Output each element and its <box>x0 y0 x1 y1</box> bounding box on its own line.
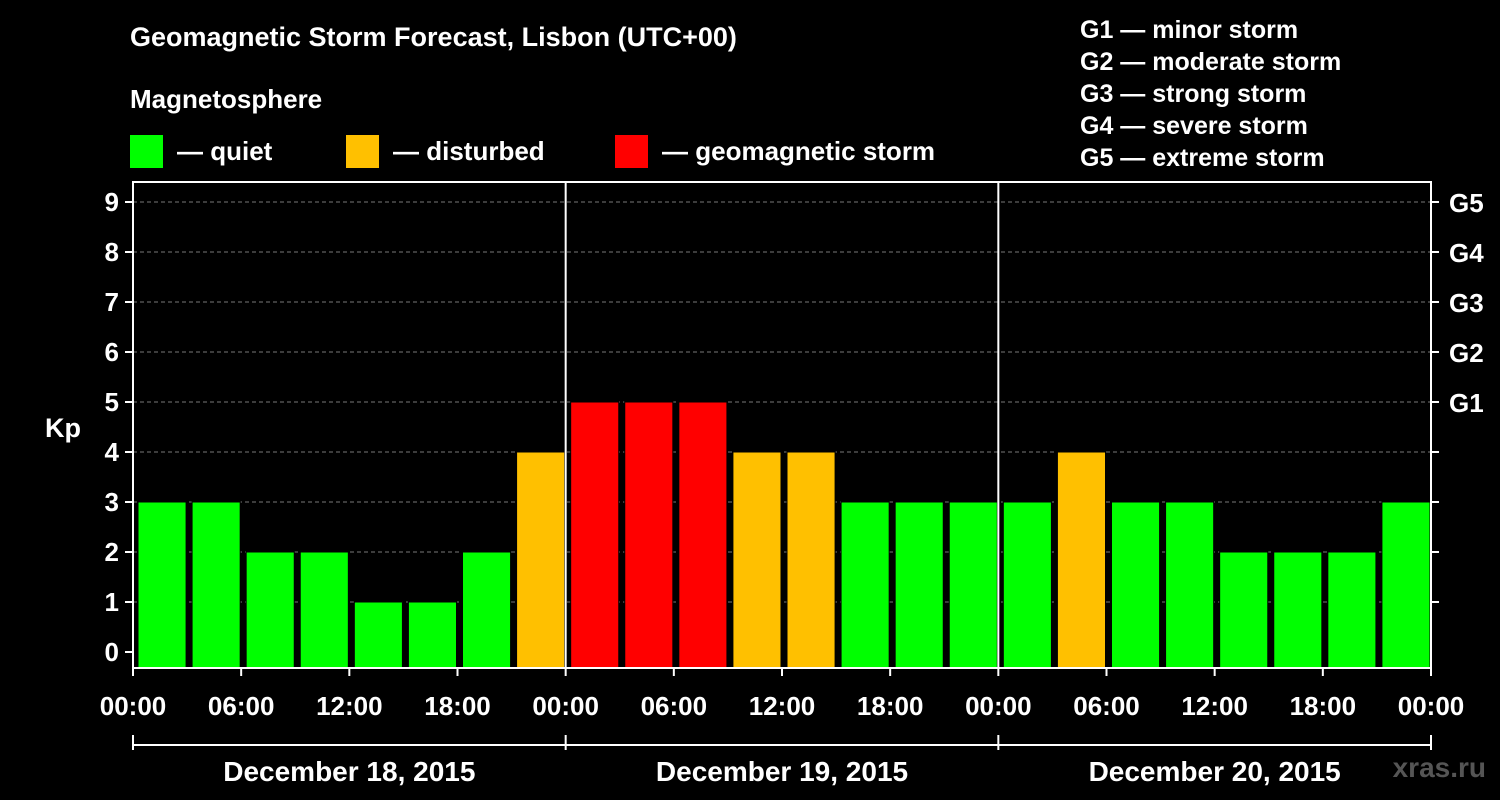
bar-11 <box>732 451 782 669</box>
storm-scale-g1: G1 — minor storm <box>1080 16 1299 44</box>
storm-scale-g5: G5 — extreme storm <box>1080 144 1325 172</box>
bar-17 <box>1056 451 1106 669</box>
storm-scale-g3: G3 — strong storm <box>1080 80 1307 108</box>
y-tick-label-3: 3 <box>105 487 119 517</box>
bar-22 <box>1327 551 1377 669</box>
x-tick-label-11: 18:00 <box>1290 691 1357 721</box>
x-tick-label-3: 18:00 <box>424 691 491 721</box>
bar-5 <box>407 601 457 669</box>
right-tick-label-g3: G3 <box>1449 288 1484 318</box>
x-tick-label-7: 18:00 <box>857 691 924 721</box>
bar-9 <box>624 401 674 669</box>
bar-7 <box>516 451 566 669</box>
x-tick-label-8: 00:00 <box>965 691 1032 721</box>
y-tick-label-4: 4 <box>105 437 120 467</box>
right-tick-label-g5: G5 <box>1449 188 1484 218</box>
right-tick-label-g4: G4 <box>1449 238 1484 268</box>
y-tick-label-9: 9 <box>105 187 119 217</box>
bar-18 <box>1111 501 1161 669</box>
legend-item-storm: — geomagnetic storm <box>615 134 935 168</box>
bar-4 <box>353 601 403 669</box>
watermark: xras.ru <box>1392 752 1486 783</box>
x-tick-label-9: 06:00 <box>1073 691 1140 721</box>
bar-14 <box>894 501 944 669</box>
x-tick-label-0: 00:00 <box>100 691 167 721</box>
legend-item-quiet: — quiet <box>130 134 272 168</box>
bar-13 <box>840 501 890 669</box>
bar-0 <box>137 501 187 669</box>
chart-subtitle: Magnetosphere <box>130 84 323 114</box>
legend-label-storm: — geomagnetic storm <box>662 135 936 166</box>
x-tick-label-4: 00:00 <box>532 691 599 721</box>
storm-scale-legend: G1 — minor storm G2 — moderate storm G3 … <box>1080 14 1341 174</box>
bar-10 <box>678 401 728 669</box>
y-axis-label: Kp <box>45 413 81 443</box>
legend-swatch-disturbed <box>346 134 379 168</box>
y-tick-label-0: 0 <box>105 637 119 667</box>
legend-label-disturbed: — disturbed <box>393 135 545 166</box>
legend-label-quiet: — quiet <box>177 135 273 166</box>
bar-19 <box>1165 501 1215 669</box>
day-label-0: December 18, 2015 <box>223 756 475 787</box>
day-label-1: December 19, 2015 <box>656 756 908 787</box>
bar-16 <box>1002 501 1052 669</box>
y-tick-label-8: 8 <box>105 237 119 267</box>
bar-8 <box>570 401 620 669</box>
legend-item-disturbed: — disturbed <box>346 134 545 168</box>
bar-12 <box>786 451 836 669</box>
bar-20 <box>1219 551 1269 669</box>
bar-21 <box>1273 551 1323 669</box>
y-tick-label-7: 7 <box>105 287 119 317</box>
bar-1 <box>191 501 241 669</box>
chart-title: Geomagnetic Storm Forecast, Lisbon (UTC+… <box>130 22 737 52</box>
x-tick-label-10: 12:00 <box>1181 691 1248 721</box>
x-tick-label-2: 12:00 <box>316 691 383 721</box>
day-label-2: December 20, 2015 <box>1089 756 1341 787</box>
bar-2 <box>245 551 295 669</box>
x-tick-label-12: 00:00 <box>1398 691 1465 721</box>
y-tick-label-1: 1 <box>105 587 119 617</box>
y-tick-label-2: 2 <box>105 537 119 567</box>
bar-6 <box>462 551 512 669</box>
legend-swatch-storm <box>615 134 648 168</box>
storm-scale-g2: G2 — moderate storm <box>1080 48 1342 76</box>
right-tick-label-g1: G1 <box>1449 388 1484 418</box>
bar-15 <box>948 501 998 669</box>
legend-swatch-quiet <box>130 134 163 168</box>
right-tick-label-g2: G2 <box>1449 338 1484 368</box>
y-tick-label-6: 6 <box>105 337 119 367</box>
x-tick-label-6: 12:00 <box>749 691 816 721</box>
x-tick-label-1: 06:00 <box>208 691 275 721</box>
x-tick-label-5: 06:00 <box>641 691 708 721</box>
y-tick-label-5: 5 <box>105 387 119 417</box>
bar-3 <box>299 551 349 669</box>
bar-23 <box>1381 501 1431 669</box>
storm-scale-g4: G4 — severe storm <box>1080 112 1308 140</box>
